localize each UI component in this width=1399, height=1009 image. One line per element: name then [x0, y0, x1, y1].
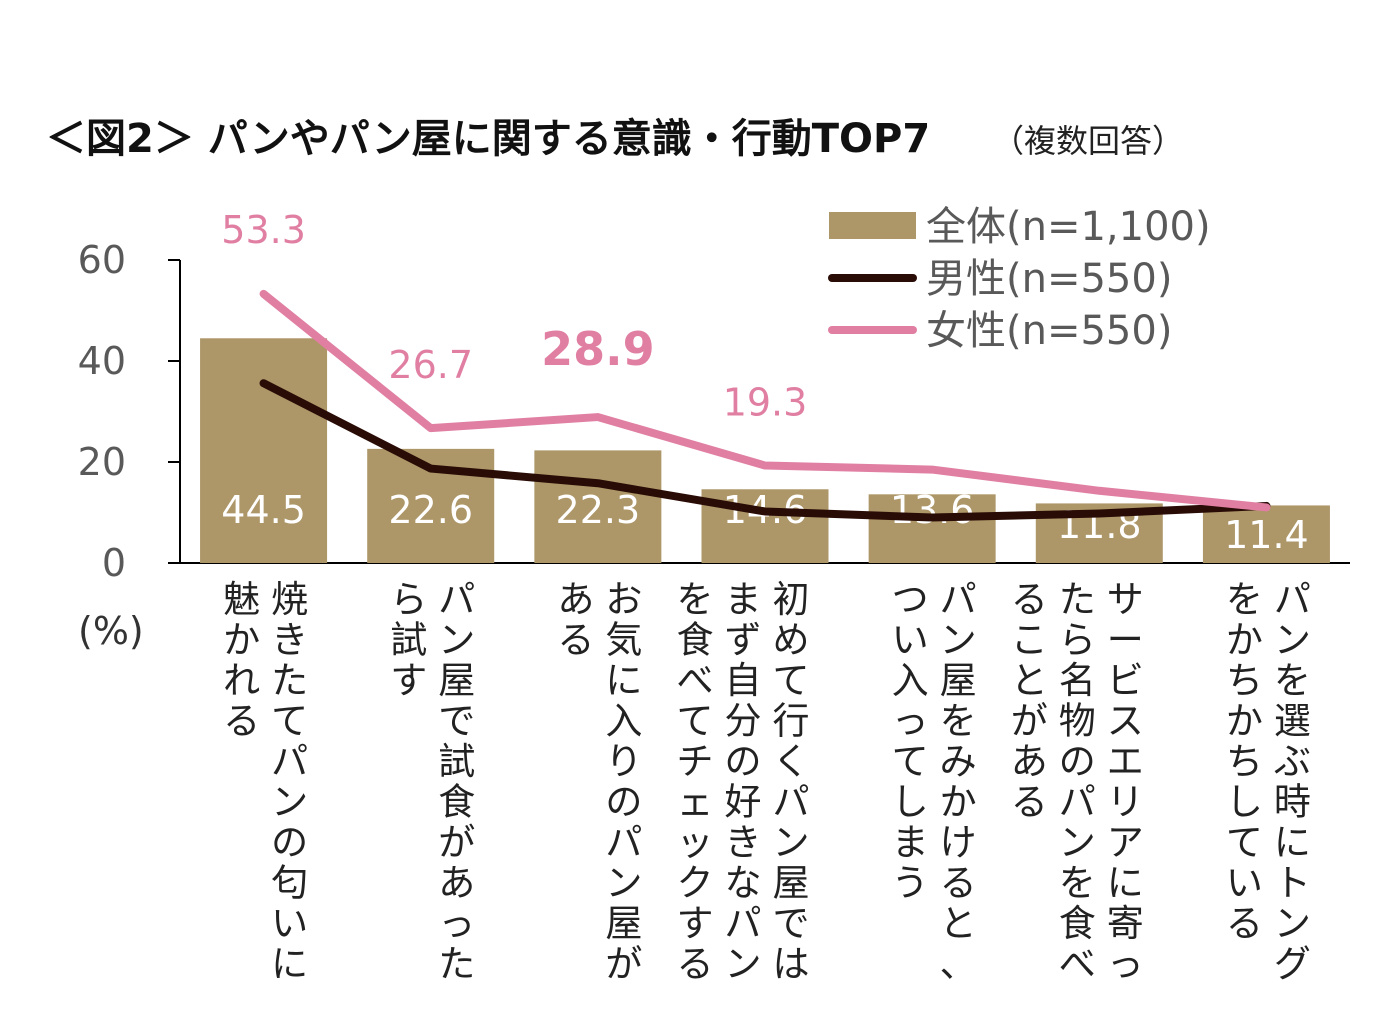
series-point	[263, 293, 265, 295]
category-label: サービスエリアに寄っ	[1107, 578, 1144, 986]
legend-label: 全体(n=1,100)	[926, 204, 1211, 250]
series-value-label: 26.7	[388, 343, 473, 387]
category-label: たら名物のパンを食べ	[1059, 578, 1096, 986]
y-tick-label: 0	[102, 541, 126, 585]
series-point	[597, 416, 599, 418]
series-point	[764, 510, 766, 512]
category-label: を食べてチェックする	[677, 578, 714, 986]
y-tick-label: 40	[78, 339, 126, 383]
category-label: 焼きたてパンの匂いに	[271, 578, 308, 986]
series-point	[1098, 513, 1100, 515]
category-label: パンを選ぶ時にトング	[1274, 578, 1311, 986]
bar-value-label: 22.3	[556, 488, 641, 532]
axes: 0 20 40 60	[78, 238, 1350, 585]
bar	[200, 338, 328, 563]
chart-subtitle: （複数回答）	[992, 122, 1184, 160]
series-point	[931, 517, 933, 519]
bar	[868, 494, 996, 563]
y-unit-label: (%)	[78, 609, 144, 653]
category-label: をかちかちしている	[1226, 578, 1263, 945]
y-tick-label: 60	[78, 238, 126, 282]
bar-value-label: 13.6	[890, 488, 975, 532]
bar-value-label: 44.5	[221, 488, 306, 532]
bar	[534, 450, 662, 563]
category-label: ら試す	[390, 578, 427, 702]
category-label: お気に入りのパン屋が	[605, 578, 642, 986]
legend-label: 男性(n=550)	[926, 256, 1172, 302]
chart-title: ＜図2＞ パンやパン屋に関する意識・行動TOP7	[46, 116, 930, 162]
series-point	[931, 469, 933, 471]
bars	[200, 338, 1330, 563]
series-point	[430, 468, 432, 470]
bar	[1202, 505, 1330, 563]
category-label: 魅かれる	[223, 578, 260, 743]
series-point	[597, 482, 599, 484]
series-point	[1265, 506, 1267, 508]
bar-value-label: 22.6	[388, 488, 473, 532]
series-value-label: 53.3	[221, 208, 306, 252]
bar-value-label: 11.4	[1224, 513, 1309, 557]
legend: 全体(n=1,100) 男性(n=550) 女性(n=550)	[828, 204, 1211, 354]
category-label: パン屋で試食があった	[438, 578, 475, 986]
series-value-label: 19.3	[723, 381, 808, 425]
category-label: ある	[557, 578, 594, 662]
legend-label: 女性(n=550)	[926, 308, 1172, 354]
line-labels: 53.3 26.7 28.9 19.3	[221, 208, 807, 425]
category-label: 初めて行くパン屋では	[773, 578, 810, 986]
series-lines	[259, 289, 1271, 522]
y-tick-label: 20	[78, 440, 126, 484]
category-label: つい入ってしまう	[892, 578, 929, 905]
series-point	[430, 427, 432, 429]
category-label: まず自分の好きなパン	[725, 578, 762, 986]
series-point	[764, 465, 766, 467]
category-label: パン屋をみかけると、	[940, 578, 977, 986]
series-point	[263, 382, 265, 384]
series-point	[1098, 490, 1100, 492]
legend-swatch-bar	[829, 212, 916, 239]
category-label: ることがある	[1011, 578, 1048, 824]
series-value-label: 28.9	[541, 322, 655, 376]
